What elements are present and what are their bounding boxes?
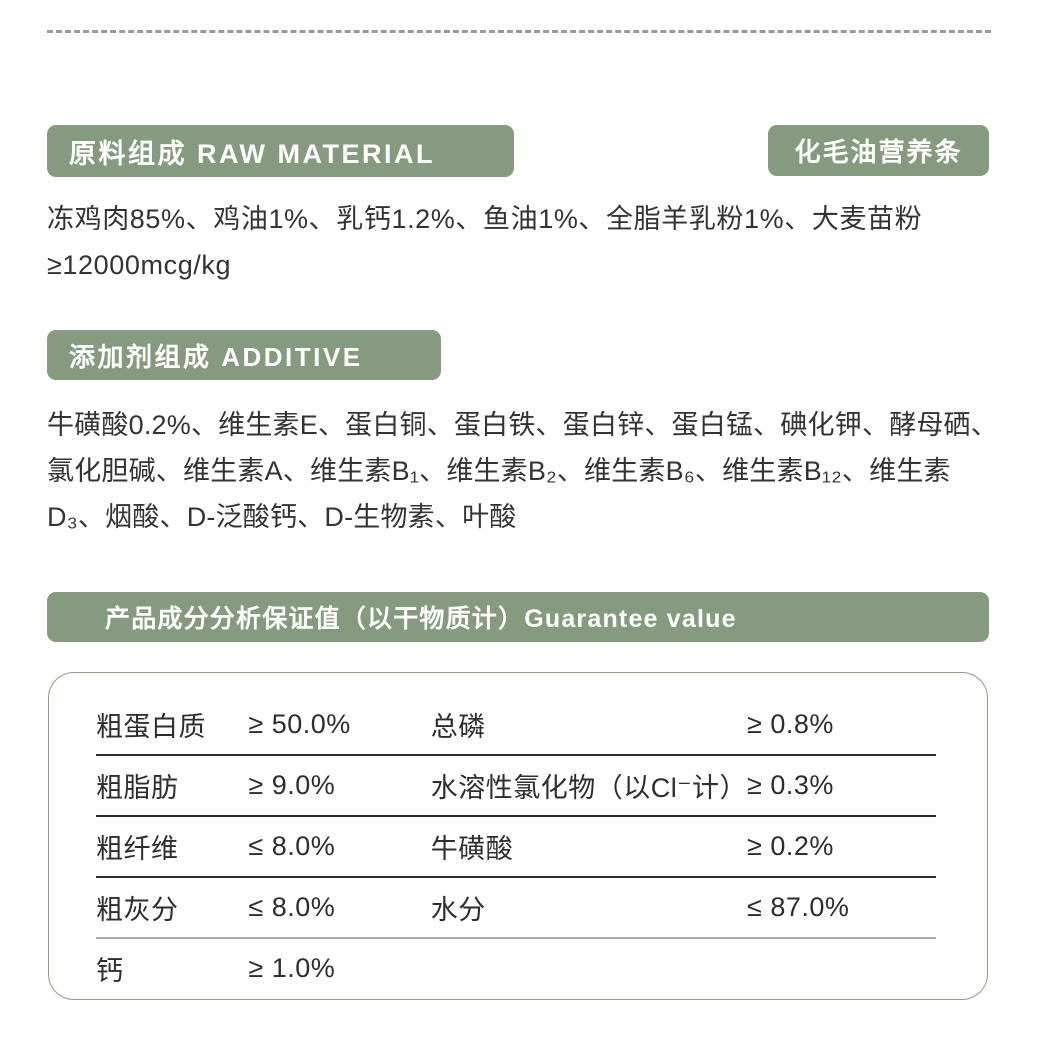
additive-paragraph: 牛磺酸0.2%、维生素E、蛋白铜、蛋白铁、蛋白锌、蛋白锰、碘化钾、酵母硒、氯化胆… bbox=[47, 410, 998, 532]
table-row: 粗纤维 ≤ 8.0% 牛磺酸 ≥ 0.2% bbox=[96, 816, 936, 877]
nutrient-label bbox=[431, 938, 747, 998]
nutrient-value: ≤ 8.0% bbox=[248, 892, 336, 922]
dashed-divider bbox=[47, 30, 991, 33]
nutrient-value: ≥ 0.3% bbox=[747, 770, 834, 800]
nutrient-label: 粗蛋白质 bbox=[96, 712, 206, 742]
nutrient-label: 粗脂肪 bbox=[96, 773, 179, 803]
product-name-badge-label: 化毛油营养条 bbox=[794, 137, 963, 167]
product-name-badge: 化毛油营养条 bbox=[768, 125, 989, 176]
nutrient-value: ≤ 8.0% bbox=[248, 831, 336, 861]
nutrient-value: ≥ 1.0% bbox=[248, 953, 336, 983]
nutrient-value: ≥ 9.0% bbox=[248, 770, 336, 800]
nutrient-label: 总磷 bbox=[430, 712, 486, 742]
nutrient-label: 水溶性氯化物（以Cl⁻计） bbox=[430, 773, 748, 803]
table-row: 粗灰分 ≤ 8.0% 水分 ≤ 87.0% bbox=[96, 877, 936, 938]
nutrient-label: 粗纤维 bbox=[96, 834, 179, 864]
guarantee-value-card: 粗蛋白质 ≥ 50.0% 总磷 ≥ 0.8% 粗脂肪 ≥ 9.0% 水溶性氯化物（以Cl⁻计… bbox=[48, 672, 988, 1000]
nutrient-label: 粗灰分 bbox=[96, 895, 179, 925]
nutrient-value: ≥ 0.2% bbox=[747, 831, 834, 861]
section-badge-guarantee-label: 产品成分分析保证值（以干物质计）Guarantee value bbox=[105, 605, 737, 633]
nutrient-value: ≥ 0.8% bbox=[747, 709, 834, 739]
guarantee-value-table: 粗蛋白质 ≥ 50.0% 总磷 ≥ 0.8% 粗脂肪 ≥ 9.0% 水溶性氯化物（以Cl⁻计… bbox=[96, 695, 936, 998]
nutrient-value: ≥ 50.0% bbox=[248, 709, 351, 739]
nutrient-label: 牛磺酸 bbox=[430, 834, 514, 864]
section-badge-raw-material-label: 原料组成 RAW MATERIAL bbox=[69, 138, 435, 169]
nutrient-value bbox=[747, 938, 936, 998]
section-badge-guarantee: 产品成分分析保证值（以干物质计）Guarantee value bbox=[47, 592, 989, 642]
table-row: 粗脂肪 ≥ 9.0% 水溶性氯化物（以Cl⁻计） ≥ 0.3% bbox=[96, 755, 936, 816]
raw-material-paragraph: 冻鸡肉85%、鸡油1%、乳钙1.2%、鱼油1%、全脂羊乳粉1%、大麦苗粉≥120… bbox=[47, 204, 923, 280]
section-badge-raw-material: 原料组成 RAW MATERIAL bbox=[47, 125, 514, 177]
table-row: 粗蛋白质 ≥ 50.0% 总磷 ≥ 0.8% bbox=[96, 695, 936, 755]
nutrient-label: 钙 bbox=[96, 956, 124, 986]
nutrient-value: ≤ 87.0% bbox=[747, 892, 850, 922]
table-row: 钙 ≥ 1.0% bbox=[96, 938, 936, 998]
section-badge-additive: 添加剂组成 ADDITIVE bbox=[47, 330, 441, 380]
nutrient-label: 水分 bbox=[430, 895, 486, 925]
section-badge-additive-label: 添加剂组成 ADDITIVE bbox=[69, 341, 363, 372]
